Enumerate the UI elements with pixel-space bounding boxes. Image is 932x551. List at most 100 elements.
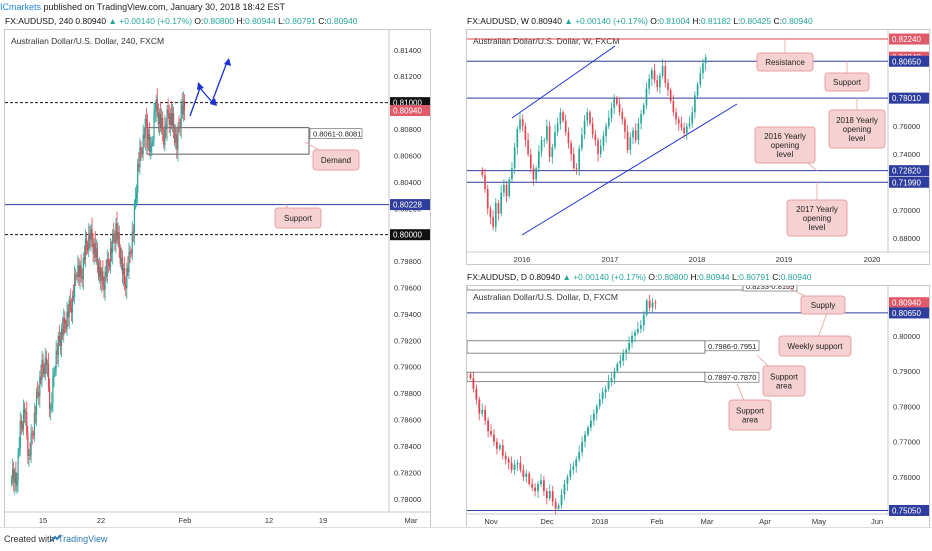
y-tick: 0.81400 xyxy=(394,46,421,55)
weekly-candle xyxy=(500,192,503,214)
weekly-candle xyxy=(656,80,659,88)
weekly-candle xyxy=(599,145,602,155)
weekly-candle xyxy=(497,203,500,214)
h4-candle xyxy=(159,113,162,128)
h4-candle xyxy=(108,262,111,268)
h4-candle xyxy=(77,265,79,277)
footer-bar: Created with TradingView xyxy=(0,527,932,551)
daily-candle xyxy=(560,494,563,506)
chart-panel-daily[interactable]: FX:AUDUSD, D 0.80940 ▲ +0.00140 (+0.17%)… xyxy=(466,272,930,528)
daily-candle xyxy=(522,469,525,477)
symbol-line-part: 0.80800 xyxy=(203,16,237,26)
weekly-candle xyxy=(559,112,562,124)
symbol-line-part: L: xyxy=(732,272,740,282)
daily-candle xyxy=(584,434,586,442)
callout-label: area xyxy=(742,416,759,425)
chart-title: Australian Dollar/U.S. Dollar, D, FXCM xyxy=(473,292,618,302)
y-tick: 0.78800 xyxy=(394,389,421,398)
x-tick: May xyxy=(812,517,826,526)
daily-candle xyxy=(604,388,607,393)
h4-candle xyxy=(143,134,145,139)
h4-candle xyxy=(65,323,67,330)
x-tick: Feb xyxy=(651,517,664,526)
h4-candle xyxy=(146,122,149,140)
weekly-candle xyxy=(519,119,521,130)
price-tag-label: 0.71990 xyxy=(892,178,921,187)
chart-panel-weekly[interactable]: FX:AUDUSD, W 0.80940 ▲ +0.00140 (+0.17%)… xyxy=(466,16,930,265)
x-tick: 2018 xyxy=(689,255,706,264)
weekly-candle xyxy=(508,179,511,197)
x-tick: 2016 xyxy=(514,255,531,264)
h4-candle xyxy=(119,247,121,264)
daily-chart-svg[interactable]: Australian Dollar/U.S. Dollar, D, FXCM 0.… xyxy=(467,286,929,527)
weekly-candle xyxy=(648,78,650,89)
x-tick: Nov xyxy=(484,517,498,526)
h4-candle xyxy=(50,408,52,410)
h4-candle xyxy=(52,377,54,405)
weekly-candle xyxy=(683,127,685,134)
chart-title: Australian Dollar/U.S. Dollar, W, FXCM xyxy=(473,36,619,46)
callout-label: opening xyxy=(803,214,831,223)
daily-candle xyxy=(484,409,487,421)
symbol-line-part: FX:AUDUSD, 240 0.80940 xyxy=(5,16,109,26)
weekly-chart-svg[interactable]: Australian Dollar/U.S. Dollar, W, FXCM 0.… xyxy=(467,30,929,264)
price-tag xyxy=(889,33,929,45)
daily-candle xyxy=(592,413,595,421)
h4-candle xyxy=(107,258,109,263)
h4-candle xyxy=(127,268,129,272)
callout-box xyxy=(762,365,806,397)
weekly-candle xyxy=(653,70,656,81)
callout-label: Weekly support xyxy=(788,342,844,351)
weekly-candle xyxy=(685,126,688,134)
h4-candle xyxy=(78,265,80,277)
h4-candle xyxy=(64,317,66,324)
callout-label: Support xyxy=(736,407,765,416)
daily-candle xyxy=(469,373,472,379)
y-tick: 0.68000 xyxy=(893,234,920,243)
h4-chart-svg[interactable]: Australian Dollar/U.S. Dollar, 240, FXCM… xyxy=(5,30,430,527)
daily-candle xyxy=(581,441,584,453)
h4-candle xyxy=(17,453,19,481)
symbol-line-part: H: xyxy=(692,16,701,26)
daily-candle xyxy=(507,459,510,463)
weekly-candle xyxy=(516,129,519,148)
callout-box xyxy=(828,109,886,149)
zone-label-box xyxy=(704,340,760,352)
h4-candle xyxy=(140,147,142,151)
h4-candle xyxy=(162,117,164,132)
zone-label-box xyxy=(742,286,798,292)
callout-label: 2018 Yearly xyxy=(836,116,878,125)
symbol-line-part: FX:AUDUSD, W 0.80940 xyxy=(467,16,565,26)
x-tick: Mar xyxy=(405,516,418,525)
symbol-line-part: L: xyxy=(278,16,286,26)
daily-candle xyxy=(598,399,601,407)
h4-candle xyxy=(121,257,124,275)
h4-candle xyxy=(141,150,143,155)
weekly-candle xyxy=(637,123,640,141)
callout-label: Support xyxy=(284,214,313,223)
h4-candle xyxy=(54,369,56,374)
weekly-candle xyxy=(505,184,508,197)
daily-candle xyxy=(625,349,628,354)
weekly-candle xyxy=(484,175,486,190)
y-tick: 0.80800 xyxy=(394,125,421,134)
h4-candle xyxy=(155,99,157,110)
h4-candle xyxy=(171,113,174,125)
h4-candle xyxy=(25,412,27,414)
h4-candle xyxy=(176,134,178,150)
x-tick: 12 xyxy=(265,516,273,525)
h4-candle xyxy=(113,233,115,238)
x-tick: 2019 xyxy=(776,255,793,264)
daily-candle xyxy=(495,441,498,449)
daily-candle xyxy=(563,484,566,495)
h4-candle xyxy=(110,248,113,253)
h4-candle xyxy=(118,232,120,248)
h4-candle xyxy=(165,125,167,130)
price-tag-label: 0.81000 xyxy=(393,99,422,108)
chart-panel-h4[interactable]: FX:AUDUSD, 240 0.80940 ▲ +0.00140 (+0.17… xyxy=(4,16,431,528)
y-tick: 0.78200 xyxy=(394,468,421,477)
tradingview-link[interactable]: TradingView xyxy=(58,534,108,544)
publisher-name[interactable]: ICmarkets xyxy=(0,2,42,12)
price-tag xyxy=(889,297,929,309)
price-tag xyxy=(889,176,929,188)
